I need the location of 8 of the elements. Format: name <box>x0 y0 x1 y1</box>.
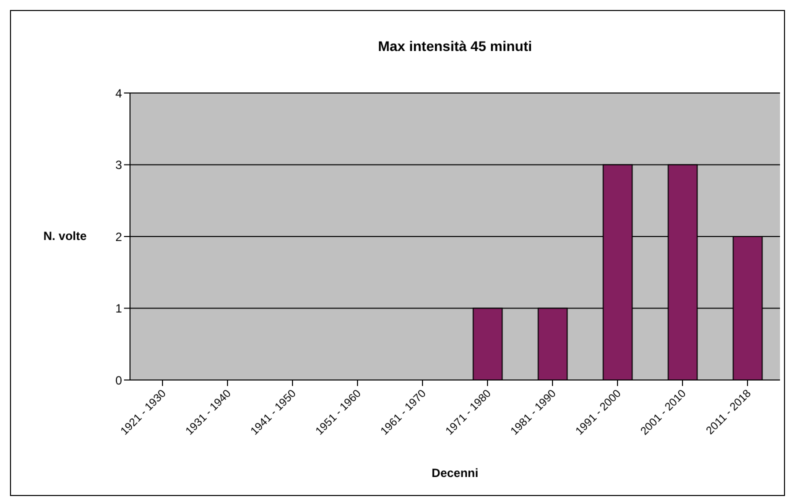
x-axis-title: Decenni <box>430 466 480 480</box>
chart-title: Max intensità 45 minuti <box>376 38 534 54</box>
y-tick-label: 0 <box>115 373 122 388</box>
y-tick-label: 2 <box>115 230 122 244</box>
y-tick-label: 3 <box>115 158 122 172</box>
y-tick-label: 4 <box>115 86 122 100</box>
y-axis-title: N. volte <box>42 229 88 243</box>
y-tick-label: 1 <box>115 302 122 316</box>
